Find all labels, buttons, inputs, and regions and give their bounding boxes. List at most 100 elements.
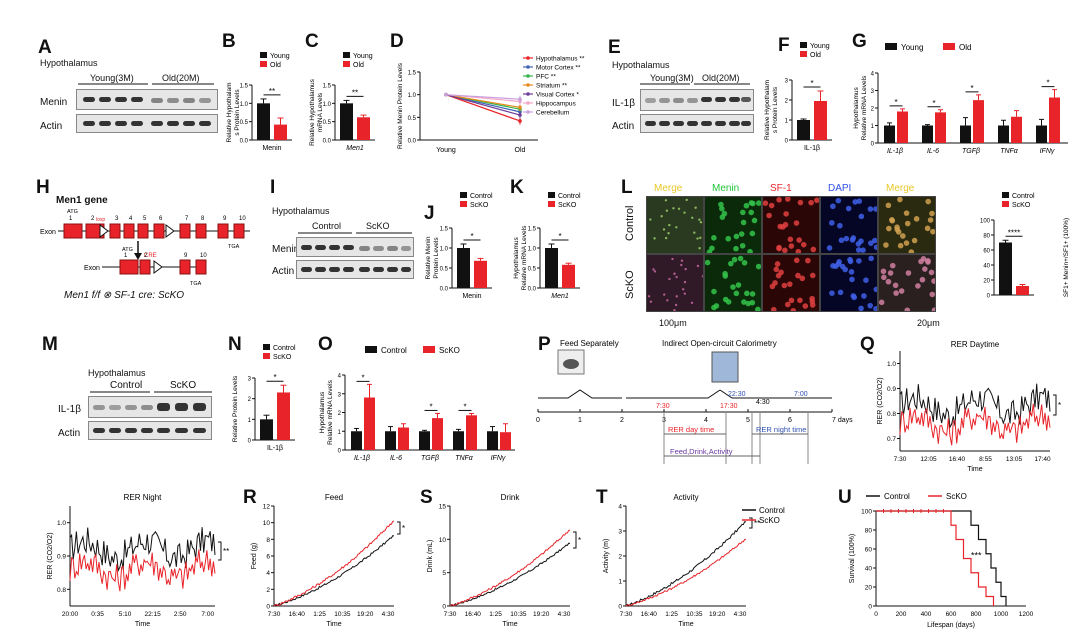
legend-swatch (343, 52, 350, 58)
x-tick-label: 0 (874, 611, 878, 618)
legend-swatch (260, 52, 267, 58)
e-tissue-label: Hypothalamus (612, 60, 670, 70)
sig-label: ** (223, 547, 229, 556)
cell (728, 260, 734, 267)
cell (868, 255, 874, 262)
t-1730: 17:30 (720, 403, 738, 410)
exon-number: 2 (91, 216, 95, 222)
cell (800, 241, 807, 248)
chart-t: Activity 0 1 2 3 4 7:30 16:40 1:25 10:35 19:20 4:30… (603, 493, 785, 628)
y-tick-label: 1.0 (528, 247, 537, 253)
exon-number: 9 (184, 253, 188, 259)
legend-label: Cerebellum (536, 110, 569, 117)
x-label: Men1 (346, 145, 364, 152)
legend-label: ScKO (470, 202, 489, 209)
legend-label: Motor Cortex ** (536, 65, 581, 72)
y-tick-label: 12 (263, 504, 271, 511)
cell (739, 242, 746, 249)
y-tick-label: 0 (785, 139, 789, 145)
tga-label-bottom: TGA (190, 281, 202, 287)
cell (668, 277, 671, 281)
bar-control (545, 248, 558, 288)
cell (838, 237, 845, 244)
bar (432, 418, 443, 450)
tga-label: TGA (228, 244, 240, 250)
category-label: TNFα (455, 455, 474, 462)
cell (749, 230, 756, 237)
y-tick-label: 0.5 (323, 120, 332, 126)
cell (868, 240, 874, 246)
y-tick-label: 1 (618, 579, 622, 586)
cell (681, 288, 685, 291)
y-tick-label: 4 (266, 570, 270, 577)
panel-label-u: U (838, 487, 852, 508)
y-tick-label: 0.7 (887, 436, 896, 443)
e-il1b-blot (640, 89, 754, 111)
y-tick-label: 0.0 (440, 287, 449, 293)
e-actin-blot (640, 114, 754, 133)
y-tick-label: 100 (861, 509, 872, 516)
panel-label-c: C (305, 31, 319, 52)
cell (787, 236, 794, 243)
cell (837, 289, 844, 296)
micrograph (820, 196, 880, 254)
exon-number: 1 (69, 216, 73, 222)
y-tick-label: 4 (871, 72, 875, 78)
x-tick-label: 10:35 (510, 611, 527, 618)
day-label: 6 (788, 417, 792, 424)
legend-label: Visual Cortex * (536, 92, 579, 99)
legend-label: ScKO (759, 516, 780, 525)
cell (832, 263, 839, 270)
survival-control (876, 510, 1007, 606)
exon-box (119, 259, 139, 275)
y-label: Relative Hypothalams Protein Levels (764, 80, 779, 140)
cell (837, 222, 843, 229)
panel-label-g: G (852, 31, 867, 52)
legend-label: Old (353, 62, 364, 69)
legend-marker (526, 101, 530, 105)
x-tick-label: 400 (921, 611, 932, 618)
cell (740, 219, 747, 226)
cell (809, 272, 816, 279)
sig-label: ** (269, 87, 275, 96)
cell (809, 298, 816, 305)
y-tick-label: 0 (987, 294, 991, 300)
y-tick-label: 1.0 (408, 93, 417, 99)
x-tick-label: 19:20 (709, 611, 726, 618)
timeline-p: Feed Separately Indirect Open-circuit Cal… (536, 339, 853, 464)
bar-control (260, 419, 273, 440)
l-scale-20: 20μm (917, 318, 940, 328)
legend-swatch (423, 346, 435, 353)
chart-c: 0.0 0.5 1.0 1.5 ** Men1 Relative Hypothalamusm… (309, 52, 375, 152)
x-tick-label: 4:30 (382, 611, 395, 618)
m-il1b-blot (88, 396, 212, 418)
cell (711, 235, 717, 241)
cell (898, 288, 905, 294)
x-tick-label: 16:40 (289, 611, 306, 618)
day-label: 1 (578, 417, 582, 424)
cell (719, 214, 726, 220)
series-line (445, 94, 521, 100)
sig-label: * (932, 99, 935, 108)
rer-day-label: RER day time (668, 425, 714, 434)
exon-box (217, 223, 229, 239)
micrograph (646, 254, 705, 312)
panel-label-k: K (510, 177, 524, 198)
chart-title: RER Daytime (951, 340, 1000, 349)
t-2230: 22:30 (728, 391, 746, 398)
i-tissue-label: Hypothalamus (272, 206, 330, 216)
cell (711, 288, 717, 295)
cell (903, 240, 910, 246)
cell (897, 242, 904, 249)
x-tick-label: 7:30 (620, 611, 633, 618)
x-tick-label: 13:05 (1006, 456, 1023, 463)
exon-box (63, 223, 83, 239)
panel-label-r: R (243, 487, 257, 508)
loxp-label: loxp (96, 217, 105, 223)
t-730: 7:30 (656, 403, 670, 410)
cell (929, 291, 936, 298)
cell (647, 295, 651, 298)
l-col-1: Menin (712, 183, 740, 194)
bar-scko (1016, 286, 1029, 295)
